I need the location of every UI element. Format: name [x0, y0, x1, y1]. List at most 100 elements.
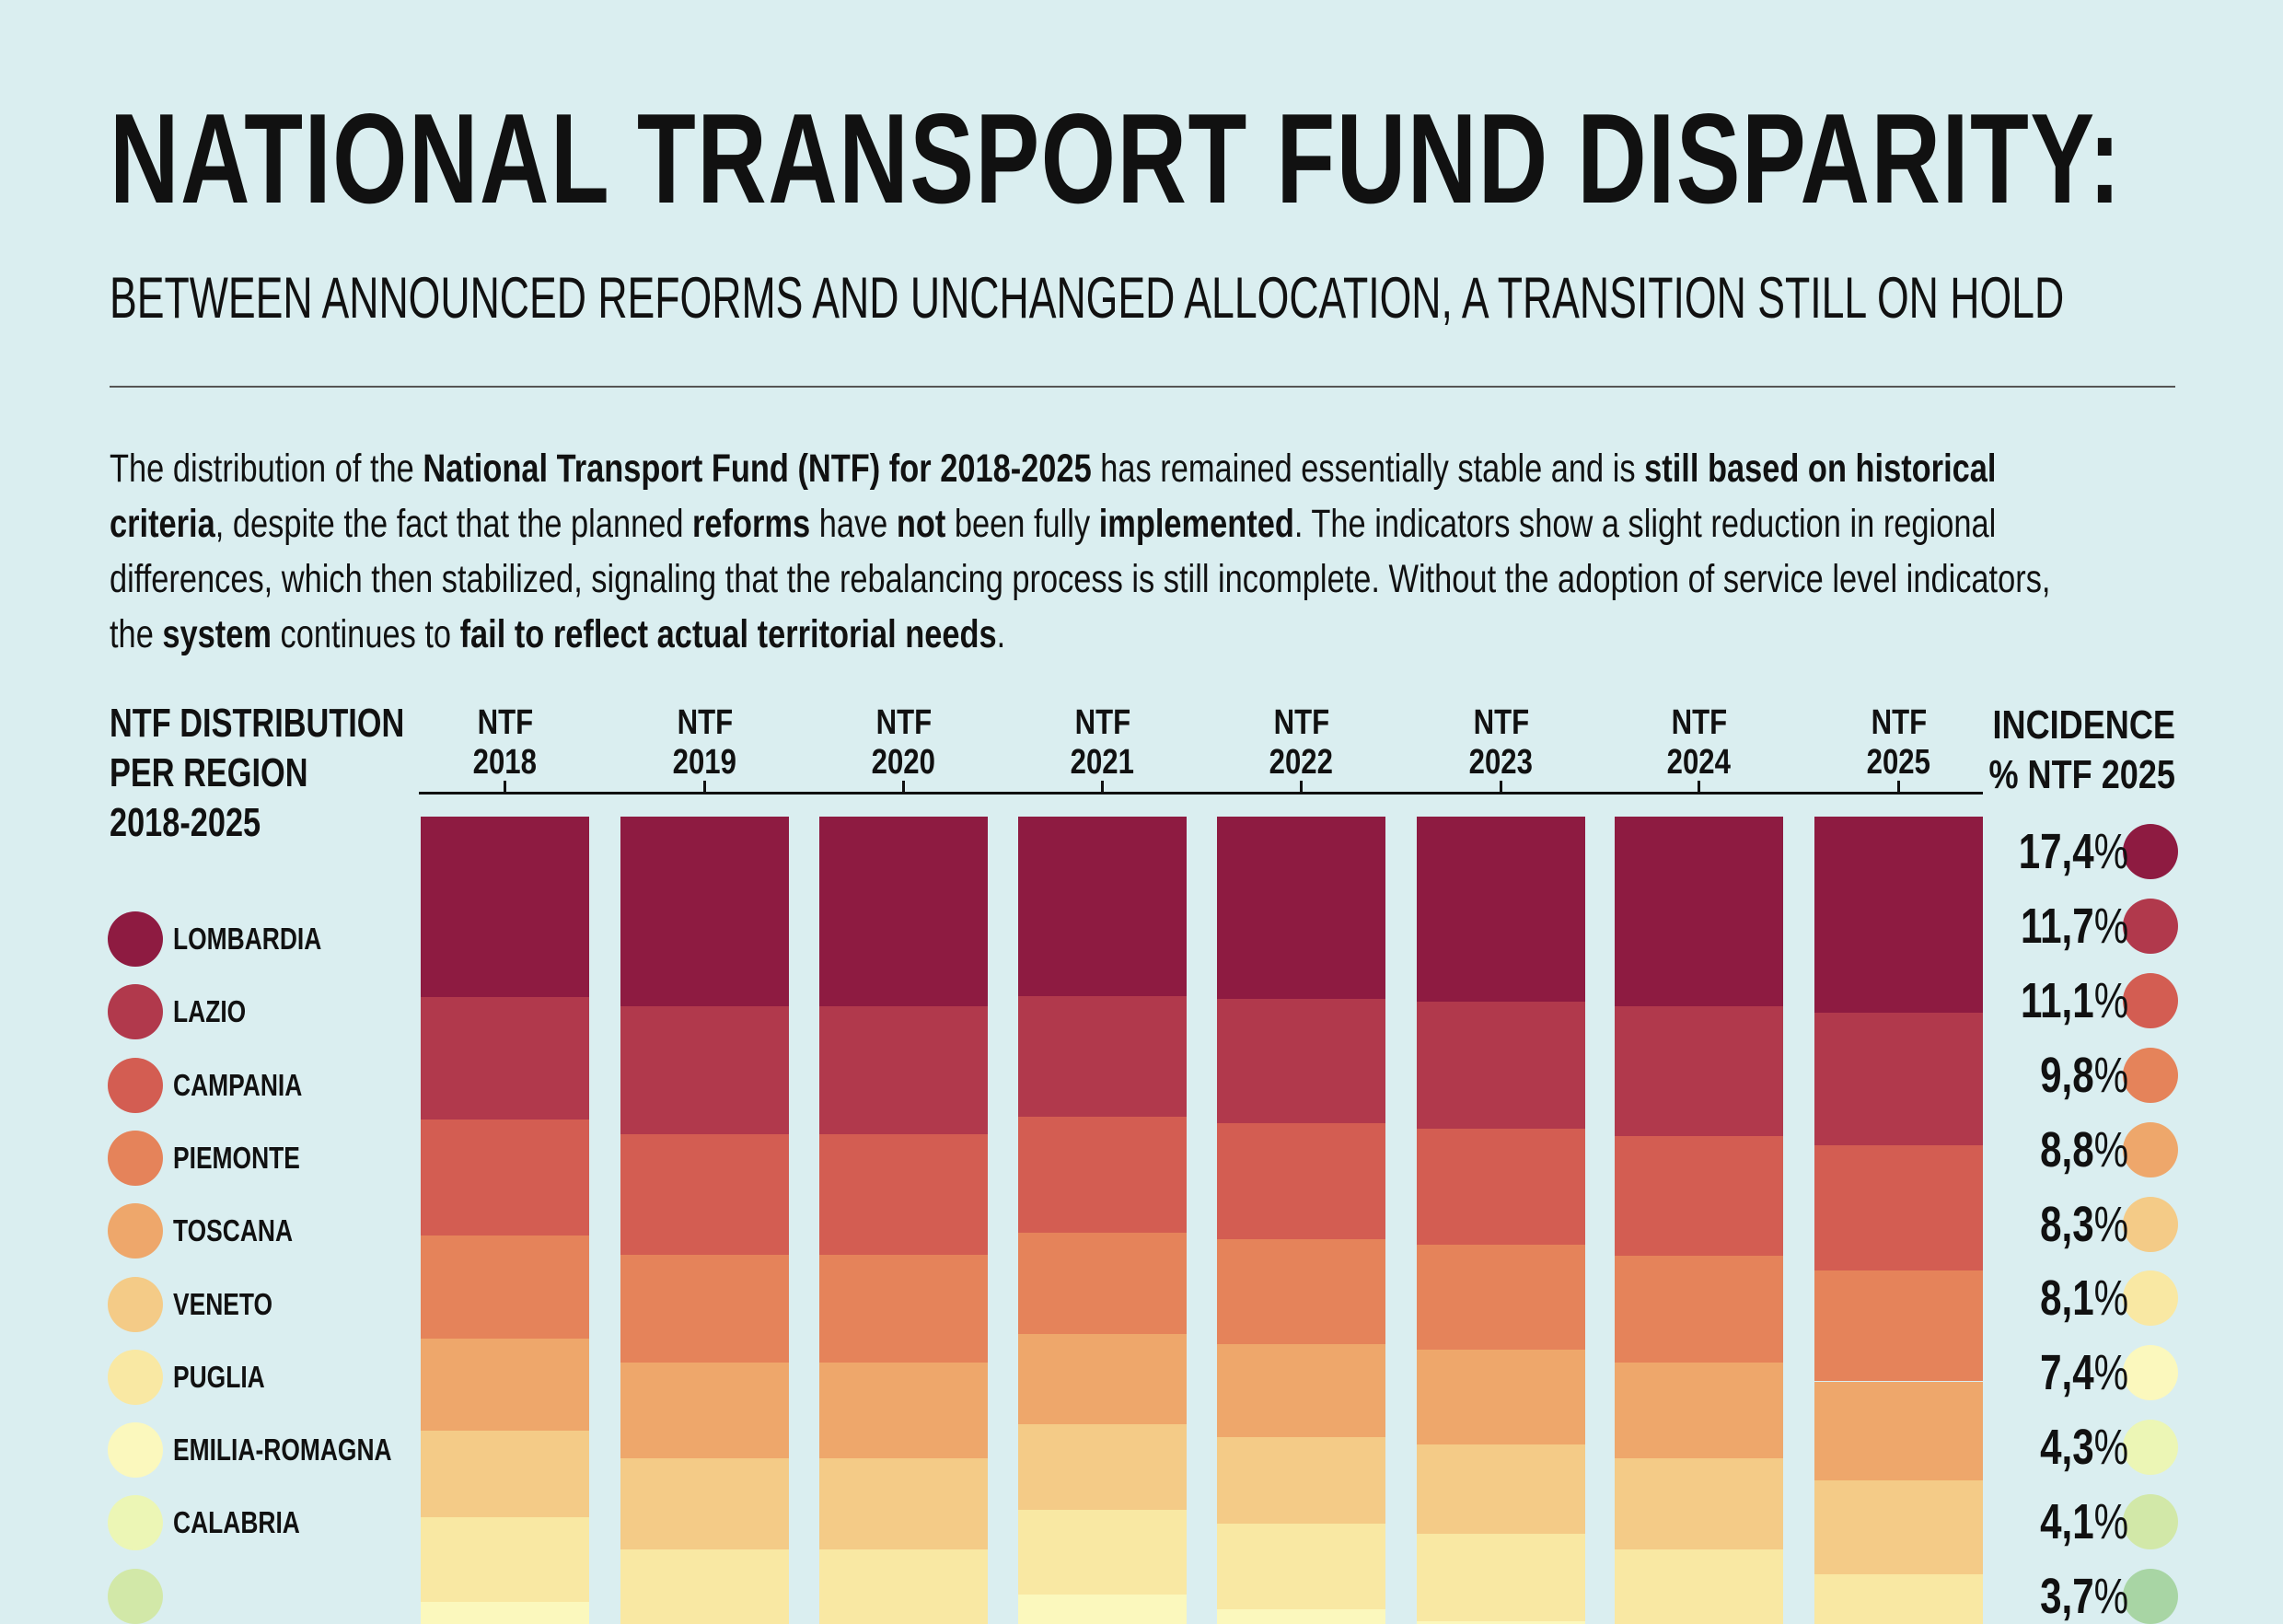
incidence-number: 8,1 — [2039, 1270, 2094, 1327]
column-header-line: NTF — [1074, 703, 1130, 742]
bar-segment-veneto — [1417, 1444, 1585, 1535]
column-header: NTF 2018 — [418, 703, 593, 783]
percent-sign: % — [2093, 1270, 2128, 1327]
legend-label: LOMBARDIA — [173, 922, 322, 956]
incidence-swatch — [2123, 1569, 2178, 1624]
bar-segment-puglia — [1217, 1524, 1385, 1610]
chart-title-line: PER REGION — [110, 750, 308, 795]
intro-text: been fully — [945, 502, 1099, 546]
legend-label: PIEMONTE — [173, 1140, 300, 1175]
incidence-number: 17,4 — [2018, 824, 2094, 879]
bar-segment-emilia-romagna — [1217, 1609, 1385, 1624]
chart-title-line: NTF DISTRIBUTION — [110, 701, 405, 746]
chart-title: NTF DISTRIBUTION PER REGION 2018-2025 — [110, 699, 404, 848]
bar-segment-lazio — [1217, 998, 1385, 1123]
incidence-header-line: % NTF 2025 — [1988, 752, 2175, 797]
column-header-line: 2020 — [871, 743, 936, 782]
incidence-header-line: INCIDENCE — [1992, 702, 2175, 748]
bar-segment-toscana — [421, 1338, 589, 1432]
bar-segment-lombardia — [1615, 817, 1783, 1007]
legend-swatch — [108, 1349, 163, 1405]
percent-sign: % — [2093, 1121, 2128, 1177]
legend-swatch — [108, 1130, 163, 1186]
bar-segment-lombardia — [819, 817, 988, 1007]
intro-bold-text: reforms — [692, 502, 811, 546]
bar-segment-toscana — [1217, 1344, 1385, 1437]
incidence-swatch — [2123, 1494, 2178, 1550]
legend-label: CAMPANIA — [173, 1067, 303, 1102]
incidence-number: 8,3 — [2039, 1196, 2094, 1252]
bar-segment-puglia — [1417, 1534, 1585, 1621]
chart-title-line: 2018-2025 — [110, 800, 261, 845]
incidence-value: 11,1% — [2021, 972, 2128, 1028]
bar-segment-campania — [421, 1119, 589, 1236]
bar-segment-emilia-romagna — [1018, 1595, 1187, 1624]
incidence-number: 4,3 — [2039, 1420, 2094, 1476]
bar-segment-lazio — [819, 1006, 988, 1134]
intro-bold-text: still based on historical criteria — [110, 447, 1997, 546]
stacked-bar — [1217, 817, 1385, 1624]
percent-sign: % — [2093, 1420, 2128, 1476]
incidence-value: 8,8% — [2039, 1121, 2128, 1177]
percent-sign: % — [2093, 1196, 2128, 1252]
bar-segment-piemonte — [1217, 1238, 1385, 1344]
bar-segment-puglia — [1018, 1510, 1187, 1595]
bar-segment-toscana — [819, 1362, 988, 1458]
bar-segment-lombardia — [620, 817, 789, 1007]
incidence-number: 8,8 — [2039, 1121, 2094, 1177]
x-axis-tick — [1897, 781, 1900, 794]
column-header-line: 2019 — [672, 743, 737, 782]
legend-label: VENETO — [173, 1286, 273, 1321]
intro-bold-text: fail to reflect actual territorial needs — [459, 612, 997, 656]
intro-bold-text: system — [162, 612, 272, 656]
bar-segment-campania — [1615, 1136, 1783, 1257]
bar-segment-lombardia — [421, 817, 589, 998]
x-axis-tick — [902, 781, 905, 794]
bar-segment-campania — [1417, 1128, 1585, 1246]
x-axis-tick — [1300, 781, 1303, 794]
x-axis-tick — [1101, 781, 1104, 794]
legend-swatch — [108, 984, 163, 1040]
incidence-swatch — [2123, 1270, 2178, 1327]
column-header-line: NTF — [1671, 703, 1727, 742]
incidence-swatch — [2123, 1196, 2178, 1252]
incidence-value: 3,7% — [2040, 1571, 2128, 1623]
percent-sign: % — [2093, 1569, 2128, 1624]
column-header-line: 2023 — [1468, 743, 1534, 782]
bar-segment-campania — [1814, 1145, 1983, 1271]
stacked-bar — [1814, 817, 1983, 1624]
stacked-bar — [819, 817, 988, 1624]
incidence-number: 4,1 — [2039, 1494, 2094, 1550]
stacked-bar — [1615, 817, 1783, 1624]
bar-segment-veneto — [421, 1431, 589, 1517]
column-header-line: NTF — [477, 703, 533, 742]
incidence-swatch — [2123, 972, 2178, 1028]
bar-segment-piemonte — [819, 1255, 988, 1363]
bar-segment-puglia — [1615, 1549, 1783, 1624]
incidence-value: 7,4% — [2040, 1347, 2128, 1399]
percent-sign: % — [2093, 1047, 2128, 1103]
bar-segment-puglia — [819, 1549, 988, 1624]
incidence-value: 17,4% — [2019, 826, 2128, 878]
stacked-bar — [421, 817, 589, 1624]
percent-sign: % — [2093, 972, 2128, 1028]
bar-segment-lazio — [421, 997, 589, 1119]
bar-segment-toscana — [1018, 1333, 1187, 1425]
incidence-number: 11,7 — [2020, 898, 2094, 954]
bar-segment-campania — [620, 1133, 789, 1256]
legend-label: LAZIO — [173, 994, 247, 1029]
column-header: NTF 2020 — [817, 703, 991, 783]
column-header: NTF 2022 — [1214, 703, 1389, 783]
column-header-line: NTF — [875, 703, 932, 742]
bar-segment-lombardia — [1018, 817, 1187, 997]
bar-segment-piemonte — [1814, 1270, 1983, 1382]
legend-swatch — [108, 1568, 163, 1624]
x-axis-tick — [1500, 781, 1502, 794]
bar-segment-veneto — [1615, 1457, 1783, 1550]
column-header: NTF 2021 — [1015, 703, 1190, 783]
column-header: NTF 2019 — [618, 703, 793, 783]
legend-swatch — [108, 1057, 163, 1113]
intro-paragraph: The distribution of the National Transpo… — [110, 441, 2067, 662]
bar-segment-toscana — [1814, 1381, 1983, 1481]
